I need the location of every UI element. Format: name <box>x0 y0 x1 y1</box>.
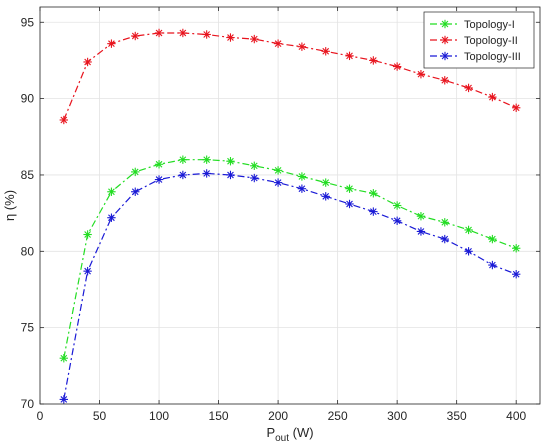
data-point-topology-iii <box>392 216 402 225</box>
x-tick-label: 50 <box>93 409 107 423</box>
legend-marker-topology-iii <box>440 51 450 61</box>
data-point-topology-iii <box>511 270 521 279</box>
x-axis-label-main: P <box>266 425 275 440</box>
data-point-topology-iii <box>178 170 188 180</box>
data-point-topology-i <box>416 211 426 221</box>
legend-label-topology-i: Topology-I <box>464 19 515 31</box>
data-point-topology-ii <box>464 83 473 93</box>
data-point-topology-i <box>250 161 259 170</box>
data-point-topology-i <box>392 201 402 210</box>
data-point-topology-i <box>202 155 211 164</box>
x-tick-label: 100 <box>149 409 169 423</box>
data-point-topology-iii <box>131 187 140 196</box>
data-point-topology-i <box>273 166 283 175</box>
data-point-topology-i <box>369 189 378 198</box>
data-point-topology-iii <box>297 184 307 193</box>
data-point-topology-iii <box>154 175 164 184</box>
y-tick-label: 70 <box>21 397 35 411</box>
x-tick-label: 350 <box>447 409 467 423</box>
legend-label-topology-ii: Topology-II <box>464 35 518 47</box>
y-axis-label: η (%) <box>2 190 17 221</box>
data-point-topology-ii <box>511 103 521 112</box>
data-point-topology-ii <box>416 69 426 79</box>
x-axis-label-unit: (W) <box>289 425 314 440</box>
data-point-topology-iii <box>345 199 354 209</box>
data-point-topology-i <box>131 167 140 177</box>
data-point-topology-iii <box>107 213 116 222</box>
plot-frame <box>39 6 541 405</box>
data-point-topology-iii <box>464 247 473 256</box>
data-point-topology-iii <box>416 227 426 236</box>
y-tick-label: 95 <box>21 15 35 29</box>
data-point-topology-ii <box>345 51 354 61</box>
data-point-topology-i <box>107 187 116 196</box>
data-point-topology-i <box>178 155 188 164</box>
x-tick-label: 400 <box>506 409 526 423</box>
data-point-topology-i <box>226 157 235 166</box>
series-line-topology-iii <box>63 172 517 400</box>
x-tick-label: 150 <box>209 409 229 423</box>
legend-marker-topology-i <box>440 19 450 29</box>
data-point-topology-iii <box>440 234 449 244</box>
data-point-topology-i <box>83 230 92 239</box>
data-point-topology-iii <box>59 395 69 404</box>
x-axis-label-subscript: out <box>275 433 289 444</box>
data-point-topology-iii <box>488 260 497 270</box>
data-point-topology-i <box>464 225 473 235</box>
data-point-topology-ii <box>107 39 116 48</box>
data-point-topology-iii <box>369 207 378 216</box>
data-point-topology-ii <box>59 115 69 125</box>
data-point-topology-iii <box>250 173 259 183</box>
data-point-topology-i <box>154 160 164 169</box>
data-point-topology-iii <box>273 178 283 187</box>
data-point-topology-iii <box>226 170 235 180</box>
data-point-topology-ii <box>250 34 259 44</box>
axis-ticks: 0 50 100 150 200 250 300 350 400 70 75 80 85 90 95 <box>21 7 540 423</box>
legend: Topology-I Topology-II Topology-III <box>423 11 535 69</box>
data-point-topology-ii <box>131 31 140 41</box>
data-point-topology-ii <box>440 76 449 85</box>
y-tick-label: 90 <box>21 92 35 106</box>
x-axis-label: Pout (W) <box>266 425 313 444</box>
data-point-topology-iii <box>321 192 330 201</box>
data-point-topology-ii <box>369 56 378 65</box>
series-group <box>59 28 521 404</box>
data-point-topology-iii <box>202 169 211 178</box>
data-point-topology-i <box>488 234 497 244</box>
x-tick-label: 300 <box>387 409 407 423</box>
data-point-topology-ii <box>226 33 235 42</box>
data-point-topology-ii <box>321 47 330 56</box>
y-tick-label: 80 <box>21 244 35 258</box>
legend-marker-topology-ii <box>440 35 450 45</box>
data-point-topology-ii <box>273 39 283 48</box>
data-point-topology-i <box>440 218 449 227</box>
y-tick-label: 75 <box>21 321 35 335</box>
x-tick-label: 0 <box>37 409 44 423</box>
data-point-topology-i <box>297 172 307 181</box>
data-point-topology-i <box>321 178 330 187</box>
series-line-topology-i <box>63 159 517 359</box>
y-tick-label: 85 <box>21 168 35 182</box>
data-point-topology-ii <box>178 28 188 38</box>
data-point-topology-i <box>59 353 69 363</box>
data-point-topology-ii <box>297 42 307 51</box>
data-point-topology-i <box>511 244 521 253</box>
data-point-topology-ii <box>83 57 92 67</box>
data-point-topology-ii <box>488 92 497 102</box>
x-tick-label: 200 <box>268 409 288 423</box>
data-point-topology-iii <box>83 266 92 276</box>
data-point-topology-ii <box>154 28 164 38</box>
data-point-topology-i <box>345 184 354 193</box>
x-tick-label: 250 <box>328 409 348 423</box>
data-point-topology-ii <box>392 62 402 71</box>
data-point-topology-ii <box>202 30 211 39</box>
legend-label-topology-iii: Topology-III <box>464 51 521 63</box>
